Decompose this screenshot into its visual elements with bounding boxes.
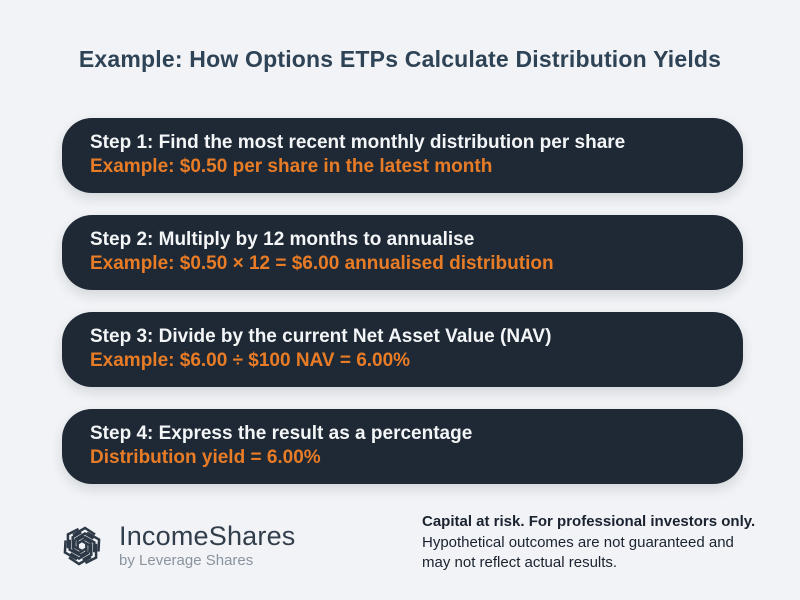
hexagon-pinwheel-icon: [63, 526, 101, 565]
disclaimer: Capital at risk. For professional invest…: [422, 512, 772, 574]
disclaimer-line-1: Capital at risk. For professional invest…: [422, 513, 756, 530]
step-4-heading: Step 4: Express the result as a percenta…: [90, 423, 473, 444]
step-4-example: Distribution yield = 6.00%: [90, 447, 321, 468]
step-2-box: Step 2: Multiply by 12 months to annuali…: [62, 215, 743, 290]
brand-tagline: by Leverage Shares: [119, 552, 254, 569]
disclaimer-line-3: may not reflect actual results.: [422, 554, 618, 571]
page-title: Example: How Options ETPs Calculate Dist…: [78, 46, 722, 72]
step-3-example: Example: $6.00 ÷ $100 NAV = 6.00%: [90, 350, 411, 371]
brand-lockup: IncomeShares by Leverage Shares: [58, 521, 296, 570]
step-2-heading: Step 2: Multiply by 12 months to annuali…: [90, 229, 475, 250]
step-1-box: Step 1: Find the most recent monthly dis…: [62, 118, 743, 193]
brand-name: IncomeShares: [119, 521, 296, 551]
step-1-example: Example: $0.50 per share in the latest m…: [90, 156, 493, 177]
step-3-box: Step 3: Divide by the current Net Asset …: [62, 312, 743, 387]
steps-list: Step 1: Find the most recent monthly dis…: [62, 118, 743, 484]
step-3-heading: Step 3: Divide by the current Net Asset …: [90, 326, 552, 347]
step-4-box: Step 4: Express the result as a percenta…: [62, 409, 743, 484]
disclaimer-line-2: Hypothetical outcomes are not guaranteed…: [422, 533, 734, 551]
step-1-heading: Step 1: Find the most recent monthly dis…: [90, 132, 626, 153]
step-2-example: Example: $0.50 × 12 = $6.00 annualised d…: [90, 253, 554, 274]
brand-text: IncomeShares by Leverage Shares: [119, 521, 296, 570]
